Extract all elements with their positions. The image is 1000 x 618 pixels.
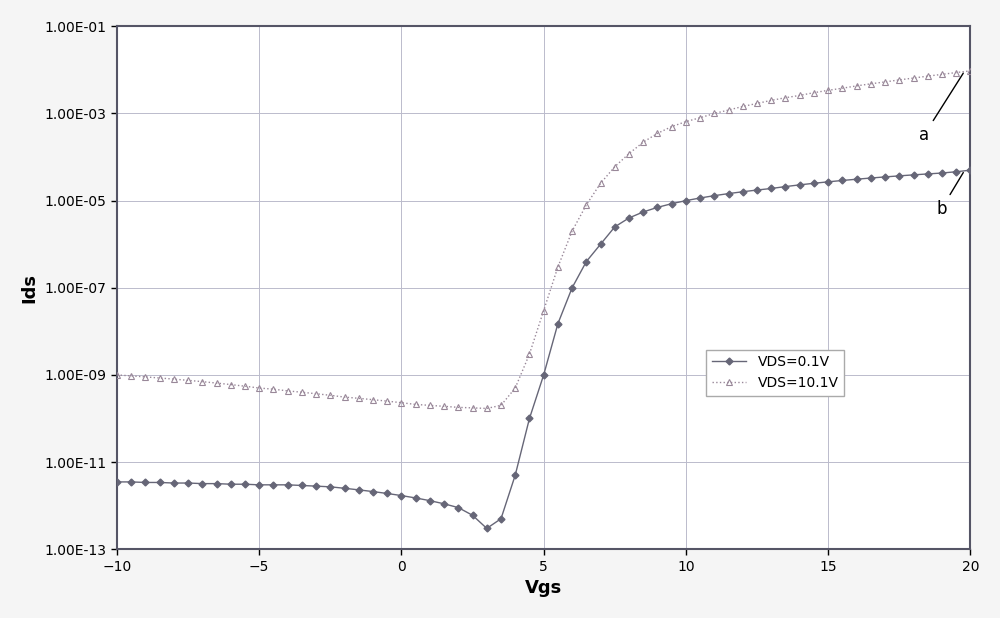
Y-axis label: Ids: Ids: [21, 273, 39, 303]
VDS=10.1V: [481, 405, 493, 412]
VDS=0.1V: [111, 478, 123, 486]
Text: b: b: [936, 172, 963, 218]
VDS=0.1V: [637, 208, 649, 216]
Line: VDS=0.1V: VDS=0.1V: [114, 167, 973, 531]
VDS=0.1V: [865, 174, 877, 182]
X-axis label: Vgs: Vgs: [525, 579, 562, 597]
VDS=10.1V: [111, 371, 123, 379]
VDS=0.1V: [580, 258, 592, 265]
VDS=10.1V: [282, 387, 294, 394]
VDS=0.1V: [282, 481, 294, 489]
VDS=0.1V: [964, 166, 976, 174]
VDS=10.1V: [865, 80, 877, 88]
VDS=10.1V: [410, 400, 422, 408]
Text: a: a: [919, 73, 963, 144]
Legend: VDS=0.1V, VDS=10.1V: VDS=0.1V, VDS=10.1V: [706, 350, 844, 396]
VDS=0.1V: [310, 483, 322, 490]
VDS=10.1V: [580, 201, 592, 208]
VDS=10.1V: [964, 67, 976, 75]
VDS=0.1V: [481, 525, 493, 532]
Line: VDS=10.1V: VDS=10.1V: [114, 68, 974, 412]
VDS=10.1V: [310, 390, 322, 397]
VDS=0.1V: [410, 494, 422, 502]
VDS=10.1V: [637, 138, 649, 146]
